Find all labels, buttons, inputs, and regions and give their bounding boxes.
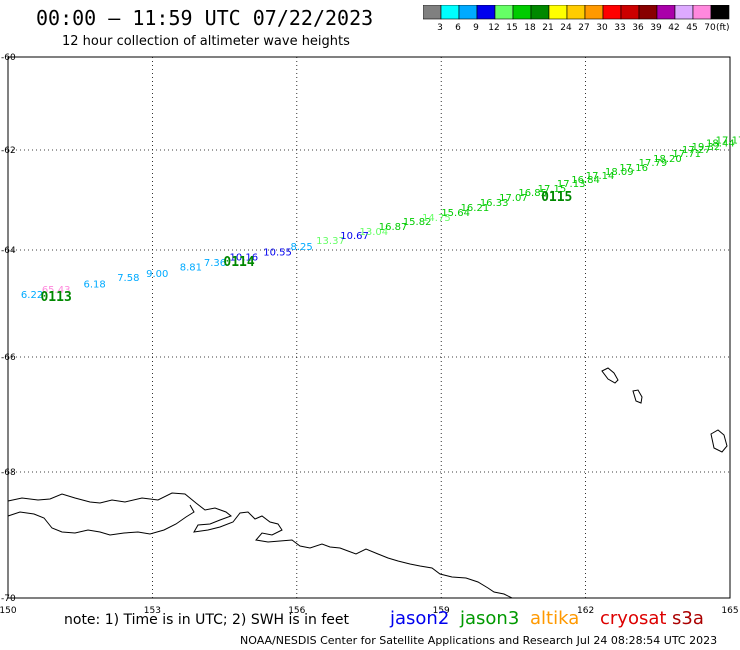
ice-shelf-outline <box>7 504 195 536</box>
colorbar-label: 27 <box>578 23 589 33</box>
map-subtitle: 12 hour collection of altimeter wave hei… <box>62 34 350 49</box>
swh-value-label: 18.09 <box>605 167 634 178</box>
legend-cryosat: cryosat <box>600 608 667 629</box>
swh-colorbar: 3 6 9 12 15 18 21 24 27 30 33 36 39 42 45 70 (ft) <box>423 5 730 33</box>
map-frame <box>7 56 731 599</box>
lat-tick-label: -66 <box>1 353 16 363</box>
pass-time-label: 0115 <box>541 190 572 205</box>
swh-value-label: 16.87 <box>379 222 408 233</box>
swh-value-label: 16.84 <box>571 175 600 186</box>
swh-value-label: 17.27 <box>682 145 711 156</box>
antarctic-coastline <box>7 492 513 599</box>
island-outline <box>710 429 728 453</box>
swh-value-label: 65.43 <box>42 285 71 296</box>
swh-value-label: 7.36 <box>204 258 226 269</box>
colorbar-label: 30 <box>596 23 608 33</box>
colorbar-label: 24 <box>560 23 572 33</box>
swh-value-label: 15.64 <box>441 208 470 219</box>
colorbar-label: 21 <box>542 23 553 33</box>
swh-value-label: 18.20 <box>653 154 682 165</box>
colorbar-label: 33 <box>614 23 625 33</box>
swh-value-label: 17.14 <box>586 171 615 182</box>
colorbar-label: 39 <box>650 23 662 33</box>
swh-value-label: 17.16 <box>619 163 648 174</box>
swh-value-label: 10.55 <box>263 247 292 258</box>
colorbar-unit: (ft) <box>716 23 730 33</box>
lat-tick-label: -70 <box>1 594 16 604</box>
swh-value-label: 13.04 <box>359 227 388 238</box>
swh-value-label: 16.85 <box>518 188 547 199</box>
pass-time-label: 0114 <box>223 255 254 270</box>
lon-tick-label: 150 <box>0 606 17 616</box>
swh-value-label: 17.07 <box>499 193 528 204</box>
lat-tick-label: -68 <box>1 468 16 478</box>
legend-jason2: jason2 <box>390 608 450 629</box>
swh-value-label: 15.82 <box>403 217 432 228</box>
legend-jason3: jason3 <box>460 608 520 629</box>
swh-value-label: 19.32 <box>692 142 721 153</box>
swh-value-label: 16.33 <box>480 198 509 209</box>
footer-note: note: 1) Time is in UTC; 2) SWH is in fe… <box>64 612 350 628</box>
map-title: 00:00 – 11:59 UTC 07/22/2023 <box>36 6 374 30</box>
lat-tick-label: -62 <box>1 146 16 156</box>
lon-tick-label: 153 <box>144 606 161 616</box>
colorbar-label: 42 <box>668 23 679 33</box>
swh-value-label: 17.71 <box>672 149 701 160</box>
lon-tick-label: 162 <box>577 606 594 616</box>
swh-value-label: 10.67 <box>340 231 369 242</box>
swh-value-label: 17.17 <box>716 135 740 146</box>
swh-value-label: 8.25 <box>290 242 312 253</box>
swh-value-label: 7.58 <box>117 273 139 284</box>
lat-tick-label: -60 <box>1 53 16 63</box>
colorbar-label: 3 <box>437 23 443 33</box>
lon-tick-label: 156 <box>288 606 305 616</box>
swh-value-label: 6.18 <box>84 279 106 290</box>
swh-value-label: 17.13 <box>557 179 586 190</box>
swh-value-label: 8.81 <box>180 262 202 273</box>
swh-value-label: 14.75 <box>422 213 451 224</box>
colorbar-label: 12 <box>488 23 499 33</box>
swh-value-label: 10.16 <box>230 253 259 264</box>
colorbar-label: 9 <box>473 23 479 33</box>
colorbar-swatch <box>710 5 730 20</box>
colorbar-label: 45 <box>686 23 697 33</box>
legend-altika: altika <box>530 608 580 629</box>
island-outline <box>632 389 643 404</box>
colorbar-label: 15 <box>506 23 517 33</box>
pass-time-label: 0113 <box>40 290 71 305</box>
swh-value-label: 6.22 <box>21 290 43 301</box>
swh-value-label: 17.79 <box>639 158 668 169</box>
swh-value-label: 18.44 <box>706 138 735 149</box>
lat-tick-label: -64 <box>1 246 16 256</box>
legend-s3a: s3a <box>672 608 704 629</box>
colorbar-label: 36 <box>632 23 644 33</box>
colorbar-label: 18 <box>524 23 536 33</box>
swh-value-label: 16.21 <box>461 203 490 214</box>
swh-value-label: 17.15 <box>538 184 567 195</box>
colorbar-label: 6 <box>455 23 461 33</box>
credit-line: NOAA/NESDIS Center for Satellite Applica… <box>240 634 718 647</box>
island-outline <box>601 367 619 384</box>
lon-tick-label: 165 <box>721 606 738 616</box>
swh-value-label: 9.00 <box>146 269 168 280</box>
lon-tick-label: 159 <box>433 606 450 616</box>
swh-value-label: 13.37 <box>316 236 345 247</box>
colorbar-label: 70 <box>704 23 716 33</box>
